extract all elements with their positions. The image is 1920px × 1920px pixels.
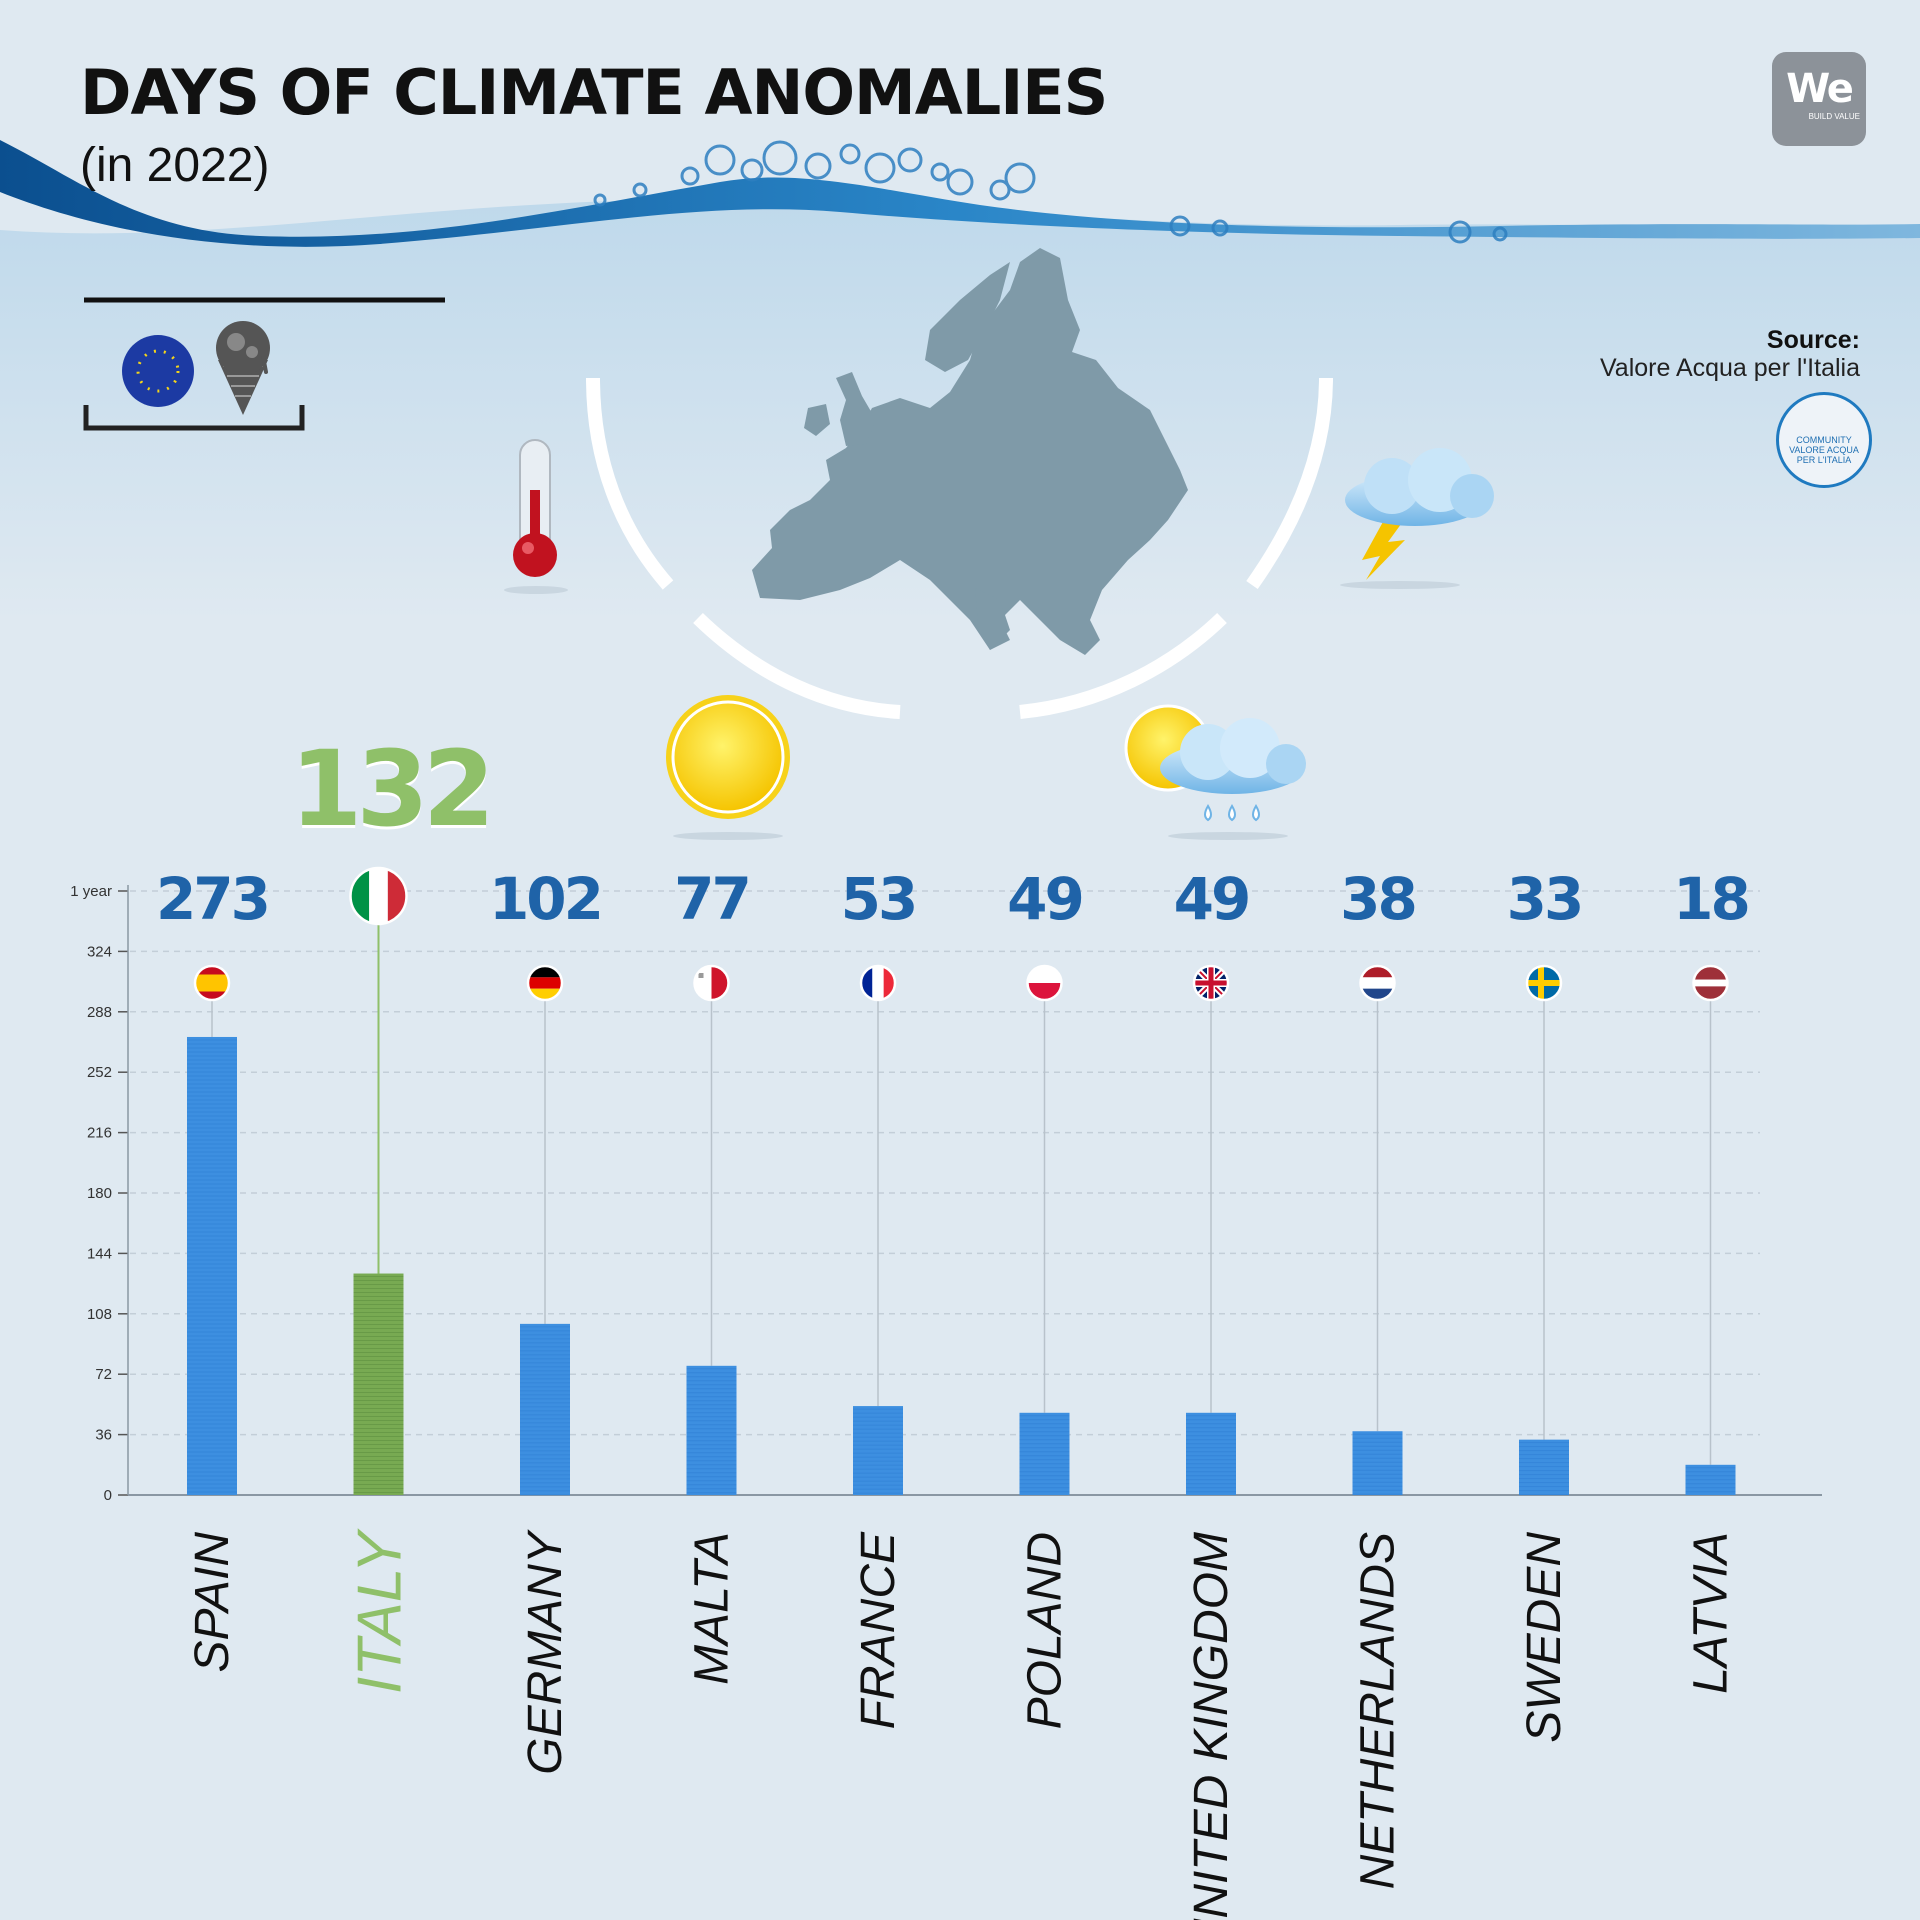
category-label: GERMANY (519, 1529, 572, 1775)
y-tick-label: 144 (87, 1245, 112, 1262)
bar-value-label: 53 (841, 865, 916, 933)
eu-flag-icon (122, 335, 194, 407)
bar (853, 1406, 903, 1495)
water-wave (0, 140, 1920, 247)
y-tick-label: 180 (87, 1185, 112, 1202)
bar-value-label: 38 (1340, 865, 1415, 933)
y-tick-label: 288 (87, 1004, 112, 1021)
y-tick-label: 108 (87, 1306, 112, 1323)
bar-value-label: 18 (1673, 865, 1748, 933)
sweden-flag-icon (1525, 964, 1563, 1002)
y-tick-label: 36 (95, 1427, 112, 1444)
bar (1519, 1439, 1569, 1495)
brand-logo-sub: BUILD VALUE (1808, 112, 1860, 121)
y-tick-label: 216 (87, 1125, 112, 1142)
y-tick-label: 252 (87, 1064, 112, 1081)
poland-flag-icon (1026, 964, 1063, 1002)
y-tick-label: 72 (95, 1366, 112, 1383)
malta-flag-icon (693, 964, 730, 1002)
bar (686, 1365, 737, 1495)
category-label: SWEDEN (1518, 1532, 1571, 1743)
source-name: Valore Acqua per l'Italia (1599, 354, 1860, 382)
bar (1352, 1431, 1403, 1495)
y-tick-label: 1 year (70, 883, 112, 900)
category-label: MALTA (686, 1532, 739, 1685)
thermometer-icon (504, 439, 568, 594)
category-label: NETHERLANDS (1352, 1532, 1405, 1889)
y-tick-label: 324 (87, 943, 112, 960)
community-logo-text: COMMUNITY VALORE ACQUA PER L'ITALIA (1789, 435, 1859, 465)
sun-icon (666, 695, 790, 840)
bar-value-label: 102 (489, 865, 601, 933)
source-label: Source: (1766, 326, 1860, 354)
spain-flag-icon (193, 964, 231, 1002)
brand-logo-main: We (1786, 66, 1854, 112)
bar-value-label: 273 (156, 865, 268, 933)
chart-title: DAYS OF CLIMATE ANOMALIES (80, 56, 1108, 129)
bar (1186, 1412, 1236, 1495)
storm-cloud-icon (1340, 448, 1494, 589)
germany-flag-icon (526, 964, 564, 1002)
bar (1019, 1412, 1070, 1495)
uk-flag-icon (1192, 964, 1230, 1002)
water-bubbles (593, 140, 1508, 244)
community-logo: COMMUNITY VALORE ACQUA PER L'ITALIA (1776, 392, 1872, 488)
chart-subtitle: (in 2022) (80, 139, 270, 192)
sun-cloud-rain-icon (1124, 704, 1306, 840)
europe-map-icon (752, 248, 1188, 655)
category-label: UNITED KINGDOM (1185, 1532, 1238, 1920)
bar (187, 1036, 237, 1495)
netherlands-flag-icon (1359, 964, 1396, 1002)
bar-value-label: 33 (1507, 865, 1582, 933)
category-label: FRANCE (852, 1531, 905, 1729)
melting-ice-cream-icon (216, 321, 270, 415)
latvia-flag-icon (1692, 964, 1729, 1002)
category-label: LATVIA (1685, 1532, 1738, 1694)
bar-value-label: 77 (674, 865, 749, 933)
brand-logo: We BUILD VALUE (1772, 52, 1866, 146)
y-tick-label: 0 (104, 1487, 112, 1504)
category-label: POLAND (1019, 1532, 1072, 1729)
italy-highlight-value: 132 (290, 728, 495, 850)
bar-value-label: 49 (1007, 865, 1082, 933)
category-label: ITALY (346, 1527, 415, 1694)
eu-icons-group (83, 297, 445, 431)
map-arc-frame (586, 377, 1333, 719)
bar (520, 1323, 570, 1495)
category-label: SPAIN (186, 1532, 239, 1673)
italy-flag-icon (349, 866, 408, 926)
france-flag-icon (859, 964, 897, 1002)
bar-value-label: 49 (1174, 865, 1249, 933)
